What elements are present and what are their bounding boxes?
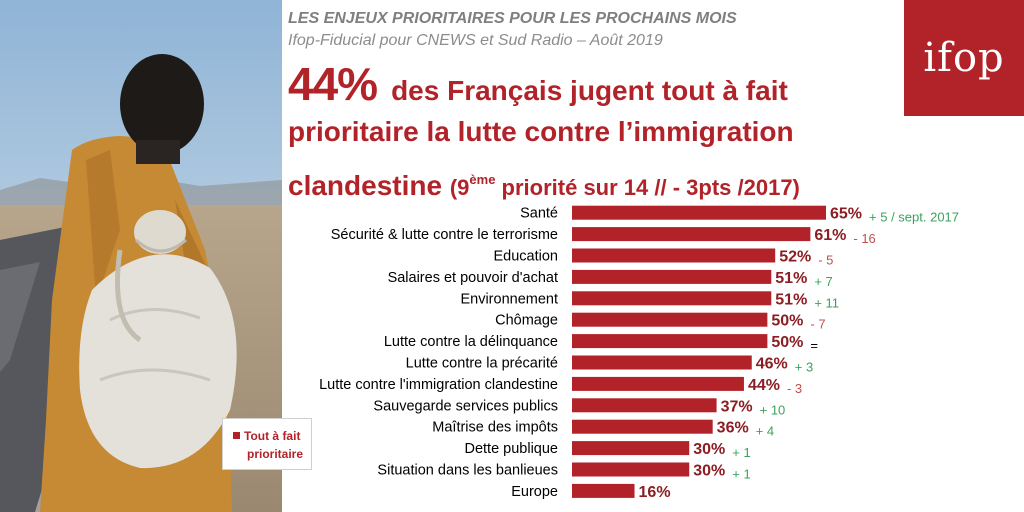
bar (572, 462, 690, 477)
bar (572, 291, 772, 306)
legend-label-line2: prioritaire (247, 447, 304, 461)
change-label: - 16 (853, 231, 875, 246)
category-label: Lutte contre l'immigration clandestine (319, 377, 558, 393)
hero-photo (0, 0, 282, 512)
bar (572, 376, 744, 391)
value-label: 51% (775, 291, 807, 308)
category-label: Sauvegarde services publics (373, 398, 558, 414)
value-label: 61% (814, 227, 846, 244)
legend-label-line1: Tout à fait (244, 429, 301, 443)
headline-rank: (9ème priorité sur 14 // - 3pts /2017) (449, 172, 800, 200)
change-label: + 1 (732, 445, 750, 460)
category-label: Salaires et pouvoir d'achat (388, 270, 558, 286)
bar (572, 441, 690, 456)
headline-line3-main: clandestine (288, 170, 443, 201)
value-label: 44% (748, 377, 780, 394)
bar (572, 248, 776, 263)
category-label: Education (494, 249, 559, 265)
survey-source: Ifop-Fiducial pour CNEWS et Sud Radio – … (288, 32, 663, 49)
category-label: Chômage (495, 313, 558, 329)
headline-line1: 44% des Français jugent tout à fait (288, 60, 948, 108)
change-label: + 5 / sept. 2017 (869, 210, 959, 225)
headline-rank-rest: priorité sur 14 // - 3pts /2017) (495, 175, 800, 200)
bar (572, 269, 772, 284)
headline-rank-open: (9 (449, 175, 470, 200)
headline-rank-sup: ème (469, 172, 496, 187)
category-label: Environnement (460, 291, 558, 307)
change-label: + 11 (814, 295, 839, 310)
headline-line2: prioritaire la lutte contre l’immigratio… (288, 116, 794, 147)
headline: 44% des Français jugent tout à fait prior… (288, 60, 948, 204)
category-label: Maîtrise des impôts (432, 420, 558, 436)
logo-text: ifop (923, 35, 1005, 81)
legend-swatch (233, 432, 240, 439)
value-label: 50% (771, 334, 803, 351)
value-label: 51% (775, 270, 807, 287)
change-label: + 1 (732, 467, 750, 482)
value-label: 16% (639, 484, 671, 501)
change-label: = (810, 338, 818, 353)
change-label: + 7 (814, 274, 832, 289)
bar (572, 227, 811, 242)
category-label: Europe (511, 484, 558, 500)
category-label: Lutte contre la précarité (406, 356, 558, 372)
bar (572, 419, 713, 434)
bar (572, 398, 717, 413)
category-label: Sécurité & lutte contre le terrorisme (331, 227, 558, 243)
change-label: - 3 (787, 381, 802, 396)
headline-line3: clandestine (9ème priorité sur 14 // - 3… (288, 156, 948, 204)
survey-topic: LES ENJEUX PRIORITAIRES POUR LES PROCHAI… (288, 10, 737, 27)
ifop-logo: ifop (904, 0, 1024, 116)
value-label: 65% (830, 206, 862, 223)
change-label: + 10 (760, 402, 786, 417)
bar (572, 312, 768, 327)
bar (572, 334, 768, 349)
change-label: - 7 (810, 317, 825, 332)
value-label: 52% (779, 249, 811, 266)
category-label: Dette publique (464, 441, 558, 457)
value-label: 37% (721, 398, 753, 415)
headline-big-value: 44% (288, 58, 378, 110)
value-label: 50% (771, 313, 803, 330)
change-label: + 3 (795, 360, 813, 375)
bar (572, 483, 635, 498)
category-label: Santé (520, 206, 558, 222)
bar (572, 205, 826, 220)
value-label: 30% (693, 463, 725, 480)
chart-legend: Tout à fait prioritaire (222, 418, 312, 470)
value-label: 30% (693, 441, 725, 458)
category-label: Situation dans les banlieues (377, 463, 558, 479)
value-label: 36% (717, 420, 749, 437)
headline-line1-text: des Français jugent tout à fait (391, 75, 788, 106)
bar (572, 355, 752, 370)
change-label: - 5 (818, 253, 833, 268)
value-label: 46% (756, 356, 788, 373)
category-label: Lutte contre la délinquance (384, 334, 558, 350)
change-label: + 4 (756, 424, 774, 439)
